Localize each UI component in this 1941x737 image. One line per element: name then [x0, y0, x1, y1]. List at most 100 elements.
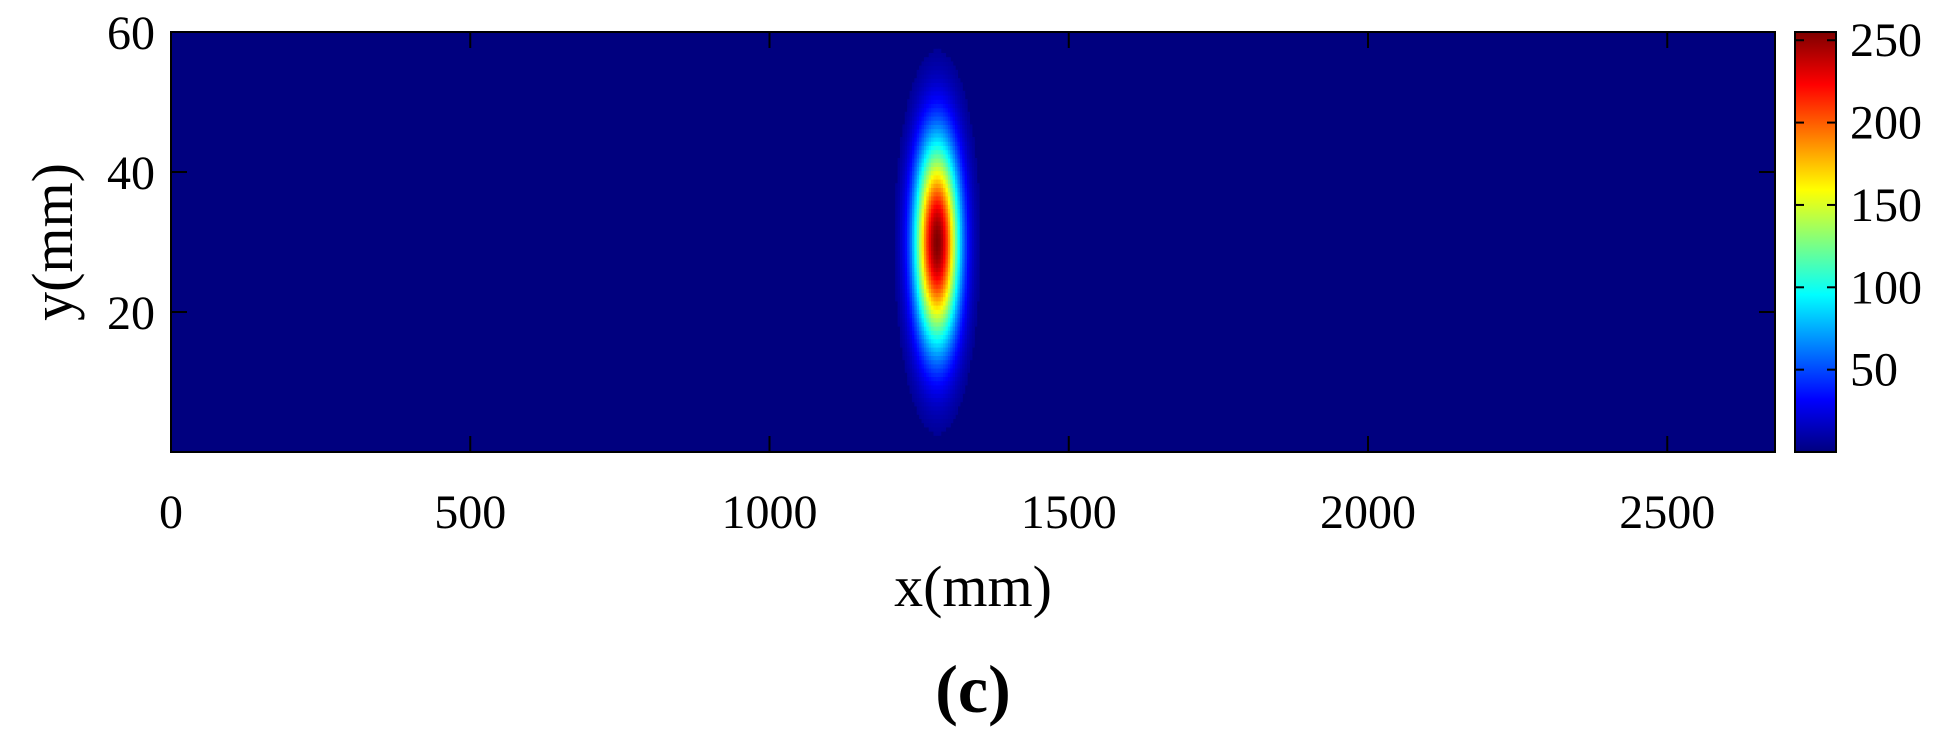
heatmap-cell — [959, 107, 963, 113]
heatmap-cell — [950, 317, 954, 323]
heatmap-cell — [923, 124, 927, 130]
heatmap-cell — [928, 267, 932, 272]
heatmap-cell — [923, 321, 927, 327]
heatmap-cell — [926, 187, 930, 193]
heatmap-cell — [933, 61, 937, 67]
heatmap-cell — [955, 212, 959, 218]
heatmap-cell — [935, 389, 939, 394]
heatmap-cell — [947, 342, 951, 348]
heatmap-cell — [945, 158, 949, 163]
heatmap-cell — [909, 246, 913, 251]
heatmap-cell — [967, 158, 970, 163]
heatmap-cell — [897, 221, 901, 226]
heatmap-cell — [943, 141, 947, 146]
heatmap-cell — [914, 258, 918, 264]
heatmap-cell — [955, 279, 959, 285]
heatmap-cell — [919, 237, 923, 243]
heatmap-cell — [923, 317, 927, 323]
heatmap-cell — [940, 237, 944, 243]
heatmap-cell — [928, 372, 932, 377]
heatmap-cell — [916, 300, 920, 306]
heatmap-cell — [899, 153, 903, 159]
heatmap-cell — [969, 292, 973, 298]
heatmap-cell — [959, 200, 963, 205]
heatmap-cell — [947, 418, 951, 424]
heatmap-cell — [950, 187, 954, 193]
heatmap-cell — [907, 162, 911, 167]
heatmap-cell — [945, 275, 949, 281]
heatmap-cell — [962, 317, 966, 323]
heatmap-cell — [955, 347, 959, 352]
heatmap-cell — [926, 338, 930, 344]
heatmap-cell — [899, 296, 903, 302]
heatmap-cell — [904, 229, 908, 235]
heatmap-cell — [969, 225, 973, 230]
heatmap-cell — [933, 326, 937, 331]
heatmap-cell — [902, 187, 906, 193]
heatmap-cell — [931, 326, 935, 331]
heatmap-cell — [933, 162, 937, 167]
heatmap-cell — [914, 288, 918, 293]
heatmap-cell — [931, 338, 935, 344]
heatmap-cell — [916, 111, 920, 117]
heatmap-cell — [909, 338, 913, 344]
heatmap-cell — [923, 401, 927, 407]
heatmap-cell — [950, 397, 954, 403]
heatmap-cell — [914, 372, 918, 377]
heatmap-cell — [962, 267, 966, 272]
heatmap-cell — [907, 141, 911, 146]
heatmap-cell — [957, 195, 961, 201]
heatmap-cell — [935, 288, 939, 293]
heatmap-cell — [957, 376, 961, 382]
heatmap-cell — [964, 170, 968, 176]
heatmap-cell — [902, 334, 906, 340]
heatmap-cell — [933, 103, 937, 109]
heatmap-cell — [940, 141, 944, 146]
heatmap-cell — [962, 166, 966, 172]
heatmap-cell — [899, 258, 903, 264]
heatmap-cell — [955, 368, 959, 373]
heatmap-cell — [952, 359, 956, 365]
heatmap-cell — [923, 275, 927, 281]
heatmap-cell — [967, 347, 970, 352]
heatmap-cell — [923, 145, 927, 151]
heatmap-cell — [911, 212, 915, 218]
heatmap-cell — [938, 141, 942, 146]
heatmap-cell — [902, 267, 906, 272]
heatmap-cell — [926, 334, 930, 340]
heatmap-cell — [928, 359, 932, 365]
heatmap-cell — [897, 258, 901, 264]
heatmap-cell — [916, 393, 920, 398]
heatmap-cell — [902, 250, 906, 256]
heatmap-cell — [933, 258, 937, 264]
heatmap-cell — [926, 145, 930, 151]
heatmap-cell — [955, 326, 959, 331]
heatmap-cell — [967, 309, 970, 314]
heatmap-cell — [943, 309, 947, 314]
heatmap-cell — [952, 397, 956, 403]
heatmap-cell — [921, 326, 925, 331]
x-tick-label: 500 — [434, 486, 506, 539]
heatmap-cell — [969, 313, 973, 319]
heatmap-cell — [926, 183, 930, 188]
heatmap-cell — [909, 179, 913, 184]
heatmap-cell — [928, 351, 932, 356]
heatmap-cell — [895, 204, 899, 209]
heatmap-cell — [943, 187, 947, 193]
heatmap-cell — [967, 338, 970, 344]
heatmap-cell — [943, 275, 947, 281]
heatmap-cell — [940, 279, 944, 285]
heatmap-cell — [907, 300, 911, 306]
heatmap-cell — [911, 372, 915, 377]
heatmap-cell — [928, 401, 932, 407]
heatmap-cell — [928, 368, 932, 373]
heatmap-cell — [904, 355, 908, 361]
heatmap-cell — [933, 330, 937, 335]
heatmap-cell — [974, 296, 978, 302]
heatmap-cell — [914, 78, 918, 83]
heatmap-cell — [950, 338, 954, 344]
heatmap-cell — [955, 107, 959, 113]
heatmap-cell — [969, 200, 973, 205]
heatmap-cell — [976, 195, 980, 201]
heatmap-cell — [909, 111, 913, 117]
